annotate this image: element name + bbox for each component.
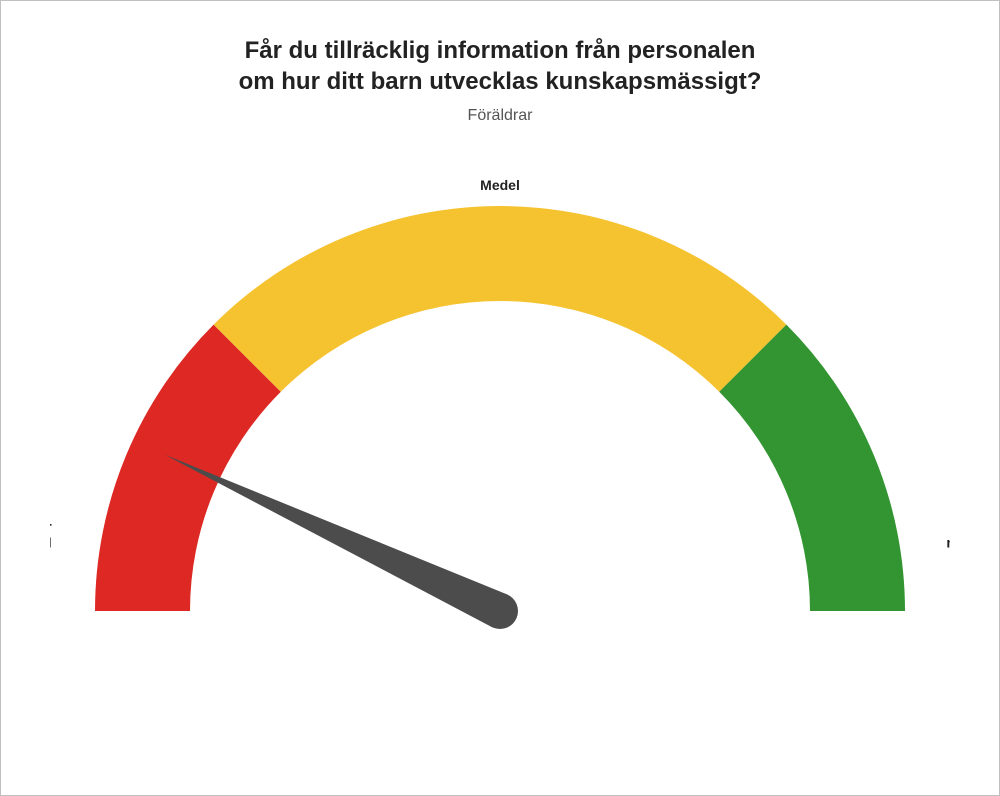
title-line-1: Får du tillräcklig information från pers… bbox=[245, 37, 756, 64]
chart-frame: Får du tillräcklig information från pers… bbox=[0, 0, 1000, 796]
gauge-chart: Undermedel Medel Övermedel bbox=[50, 161, 950, 726]
chart-subtitle: Föräldrar bbox=[1, 107, 999, 125]
title-line-2: om hur ditt barn utvecklas kunskapsmässi… bbox=[239, 68, 762, 95]
gauge-needle-hub bbox=[482, 593, 518, 629]
gauge-segment-2 bbox=[719, 325, 905, 611]
gauge-segment-0 bbox=[95, 325, 281, 611]
gauge-needle bbox=[165, 455, 508, 628]
gauge-segment-1 bbox=[214, 206, 787, 392]
label-medel: Medel bbox=[480, 177, 520, 193]
label-under-medel: Undermedel bbox=[50, 519, 52, 551]
title-block: Får du tillräcklig information från pers… bbox=[1, 1, 999, 125]
gauge-svg: Undermedel Medel Övermedel bbox=[50, 161, 950, 721]
label-over-medel: Övermedel bbox=[946, 519, 950, 551]
chart-title: Får du tillräcklig information från pers… bbox=[140, 35, 860, 97]
